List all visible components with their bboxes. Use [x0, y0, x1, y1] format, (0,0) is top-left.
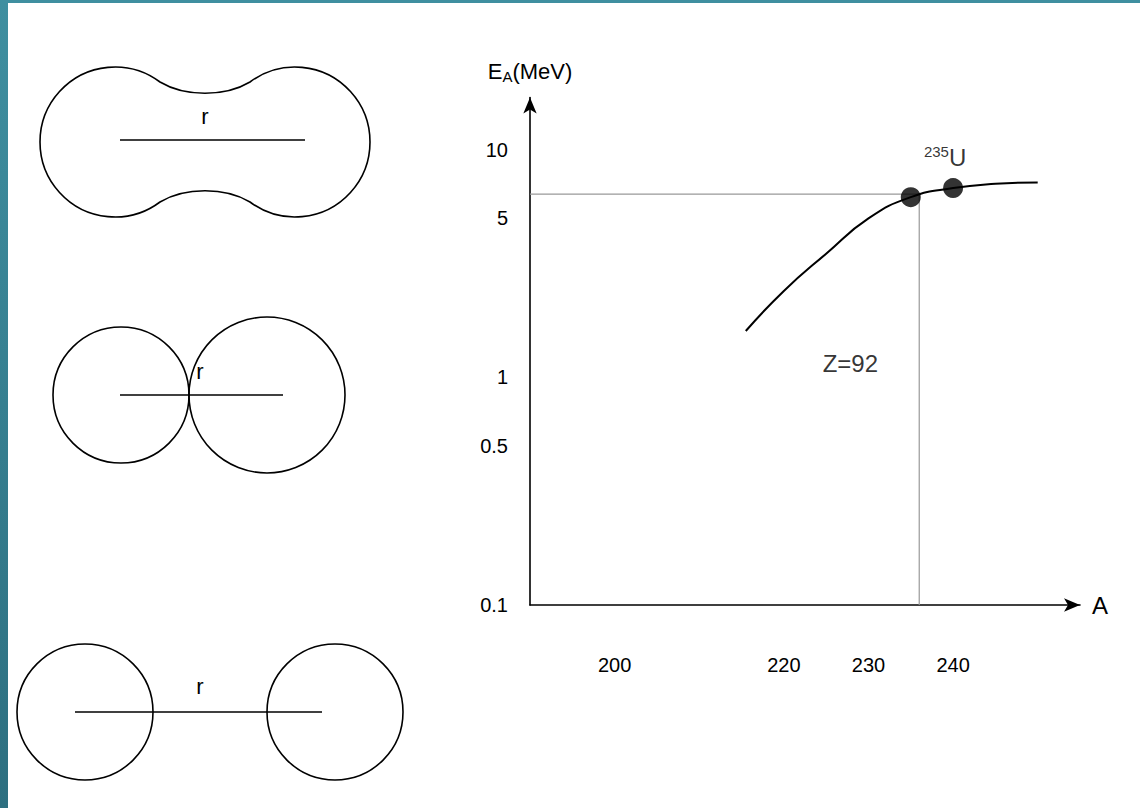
svg-text:0.1: 0.1 — [480, 594, 508, 616]
svg-text:5: 5 — [497, 207, 508, 229]
svg-text:r: r — [196, 674, 203, 699]
svg-text:10: 10 — [486, 139, 508, 161]
svg-text:A: A — [1092, 592, 1108, 619]
svg-text:0.5: 0.5 — [480, 435, 508, 457]
svg-text:200: 200 — [598, 654, 631, 676]
svg-text:E: E — [488, 60, 503, 84]
svg-text:220: 220 — [767, 654, 800, 676]
svg-text:U: U — [949, 144, 966, 171]
svg-text:240: 240 — [936, 654, 969, 676]
svg-text:r: r — [196, 359, 203, 384]
svg-text:A: A — [502, 68, 512, 85]
svg-text:r: r — [201, 104, 208, 129]
svg-text:235: 235 — [924, 143, 949, 160]
svg-text:1: 1 — [497, 366, 508, 388]
svg-text:230: 230 — [852, 654, 885, 676]
svg-text:(MeV): (MeV) — [512, 60, 572, 84]
svg-text:Z=92: Z=92 — [823, 350, 878, 377]
